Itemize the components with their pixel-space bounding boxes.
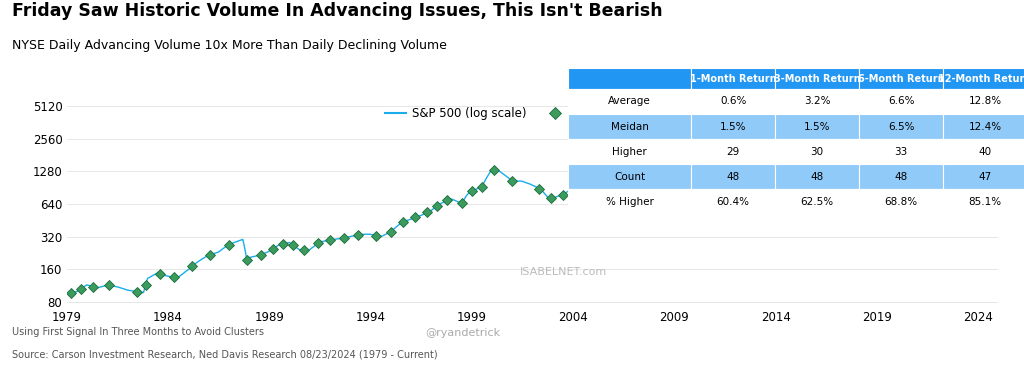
Text: 1.5%: 1.5% — [720, 121, 746, 132]
Text: 1.5%: 1.5% — [804, 121, 830, 132]
Text: 3-Month Return: 3-Month Return — [774, 74, 860, 84]
Text: 85.1%: 85.1% — [969, 197, 1001, 207]
Text: Source: Carson Investment Research, Ned Davis Research 08/23/2024 (1979 - Curren: Source: Carson Investment Research, Ned … — [12, 350, 438, 360]
Text: 12.8%: 12.8% — [969, 96, 1001, 107]
Text: 12-Month Return: 12-Month Return — [938, 74, 1024, 84]
Text: Friday Saw Historic Volume In Advancing Issues, This Isn't Bearish: Friday Saw Historic Volume In Advancing … — [12, 2, 663, 20]
Text: Higher: Higher — [612, 147, 647, 157]
Text: 47: 47 — [979, 172, 991, 182]
Text: 12.4%: 12.4% — [969, 121, 1001, 132]
Text: 6.5%: 6.5% — [888, 121, 914, 132]
Text: 6.6%: 6.6% — [888, 96, 914, 107]
Text: Meidan: Meidan — [611, 121, 648, 132]
Text: @ryandetrick: @ryandetrick — [425, 328, 500, 338]
Text: 29: 29 — [727, 147, 739, 157]
Text: 48: 48 — [895, 172, 907, 182]
Text: 60.4%: 60.4% — [717, 197, 750, 207]
Text: 33: 33 — [895, 147, 907, 157]
Text: 6-Month Return: 6-Month Return — [858, 74, 944, 84]
Text: Count: Count — [614, 172, 645, 182]
Text: 48: 48 — [811, 172, 823, 182]
Legend: S&P 500 (log scale), Signal Dates: S&P 500 (log scale), Signal Dates — [380, 103, 650, 125]
Text: 3.2%: 3.2% — [804, 96, 830, 107]
Text: 62.5%: 62.5% — [801, 197, 834, 207]
Text: 48: 48 — [727, 172, 739, 182]
Text: 0.6%: 0.6% — [720, 96, 746, 107]
Text: 1-Month Return: 1-Month Return — [690, 74, 776, 84]
Text: ISABELNET.com: ISABELNET.com — [520, 267, 607, 277]
Text: Average: Average — [608, 96, 651, 107]
Text: % Higher: % Higher — [606, 197, 653, 207]
Text: 40: 40 — [979, 147, 991, 157]
Text: Using First Signal In Three Months to Avoid Clusters: Using First Signal In Three Months to Av… — [12, 327, 264, 337]
Text: NYSE Daily Advancing Volume 10x More Than Daily Declining Volume: NYSE Daily Advancing Volume 10x More Tha… — [12, 39, 447, 52]
Text: 68.8%: 68.8% — [885, 197, 918, 207]
Text: 30: 30 — [811, 147, 823, 157]
